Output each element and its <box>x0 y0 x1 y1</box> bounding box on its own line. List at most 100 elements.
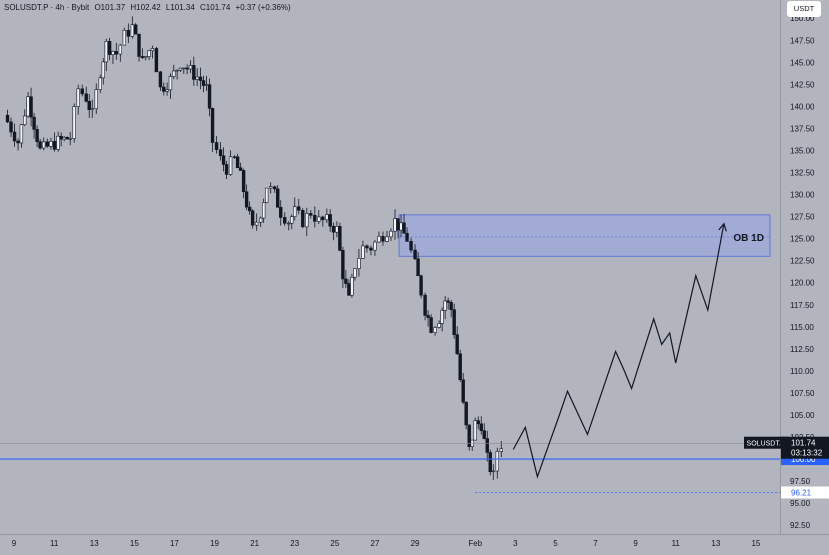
candle-down <box>52 141 57 150</box>
candle-down <box>35 129 39 142</box>
candle-up <box>335 226 339 233</box>
candle-up <box>228 156 233 175</box>
candle-up <box>147 50 151 57</box>
low-price-label: 96.21 <box>791 488 812 497</box>
candle-down <box>12 131 17 142</box>
candle-up <box>389 230 393 238</box>
candle-down <box>273 186 277 190</box>
candle-up <box>293 206 297 218</box>
candle-down <box>402 222 406 234</box>
candle-up <box>361 245 365 259</box>
candle-down <box>250 210 255 226</box>
x-tick-label: 13 <box>90 539 99 548</box>
y-tick-label: 142.50 <box>790 80 815 89</box>
candle-down <box>365 245 369 249</box>
candle-up <box>264 187 269 203</box>
symbol-label: SOLUSDT.P · 4h · Bybit <box>4 3 90 12</box>
y-tick-label: 135.00 <box>790 146 815 155</box>
candle-up <box>90 108 94 110</box>
y-tick-label: 127.50 <box>790 213 815 222</box>
candle-up <box>204 84 209 86</box>
change-value: +0.37 (+0.36%) <box>235 3 291 12</box>
candle-up <box>94 89 98 109</box>
candle-up <box>49 141 53 147</box>
candle-down <box>461 379 465 403</box>
countdown-label: 03:13:32 <box>791 449 823 458</box>
candle-down <box>201 80 206 86</box>
candle-up <box>290 216 294 224</box>
candle-down <box>446 300 450 303</box>
candle-down <box>283 217 287 224</box>
symbol-tag-label: SOLUSDT.P <box>747 441 786 448</box>
candle-down <box>328 214 332 227</box>
candle-down <box>218 149 223 157</box>
candle-up <box>122 29 127 46</box>
low-price-tag <box>781 486 829 499</box>
candle-down <box>9 121 13 133</box>
candle-down <box>476 420 480 425</box>
candle-up <box>437 323 441 328</box>
candle-down <box>244 191 249 208</box>
candle-down <box>297 206 301 211</box>
candle-down <box>467 424 471 447</box>
candle-up <box>72 106 76 139</box>
candle-down <box>29 96 33 118</box>
candle-up <box>258 217 263 223</box>
y-tick-label: 150.00 <box>790 14 815 23</box>
candle-up <box>168 76 173 91</box>
candle-down <box>347 283 351 296</box>
symbol-tag <box>744 436 788 449</box>
candle-up <box>305 213 309 228</box>
y-tick-label: 140.00 <box>790 102 815 111</box>
order-block-zone <box>398 214 771 257</box>
candle-up <box>68 138 72 140</box>
candle-down <box>409 241 413 251</box>
candle-down <box>38 141 42 149</box>
candle-down <box>396 218 400 231</box>
y-tick-label: 97.50 <box>790 477 811 486</box>
candle-down <box>247 206 252 212</box>
candle-up <box>130 24 135 37</box>
candle-up <box>172 70 176 77</box>
y-tick-label: 112.50 <box>790 345 814 354</box>
candle-up <box>23 115 27 126</box>
candle-down <box>458 353 462 381</box>
candle-up <box>98 77 102 90</box>
candle-up <box>254 221 259 226</box>
candle-down <box>114 51 118 55</box>
candle-down <box>369 247 373 251</box>
candle-down <box>65 136 69 140</box>
candle-up <box>373 241 377 251</box>
x-tick-label: 9 <box>12 539 17 548</box>
candle-down <box>214 142 219 151</box>
candle-down <box>419 275 423 296</box>
candle-up <box>393 218 397 232</box>
candle-down <box>485 438 489 453</box>
candle-up <box>118 44 123 55</box>
candle-down <box>107 41 112 55</box>
candle-up <box>19 124 24 144</box>
y-tick-label: 145.00 <box>790 58 815 67</box>
x-tick-label: 23 <box>290 539 299 548</box>
candle-up <box>104 41 108 63</box>
x-tick-label: 25 <box>330 539 339 548</box>
candle-down <box>5 114 10 123</box>
candle-down <box>479 423 483 431</box>
candle-up <box>62 136 66 140</box>
candle-up <box>101 61 105 79</box>
x-tick-label: 29 <box>411 539 420 548</box>
x-tick-label: 15 <box>130 539 139 548</box>
candle-down <box>235 156 240 169</box>
x-tick-label: 11 <box>672 539 681 548</box>
candle-down <box>279 206 283 218</box>
currency-button[interactable]: USDT <box>787 1 821 17</box>
candle-down <box>126 29 131 37</box>
candle-up <box>440 310 444 324</box>
candle-down <box>423 294 427 316</box>
candle-up <box>268 186 273 189</box>
candle-down <box>133 24 138 35</box>
x-tick-label: 15 <box>751 539 760 548</box>
candle-down <box>313 215 317 222</box>
